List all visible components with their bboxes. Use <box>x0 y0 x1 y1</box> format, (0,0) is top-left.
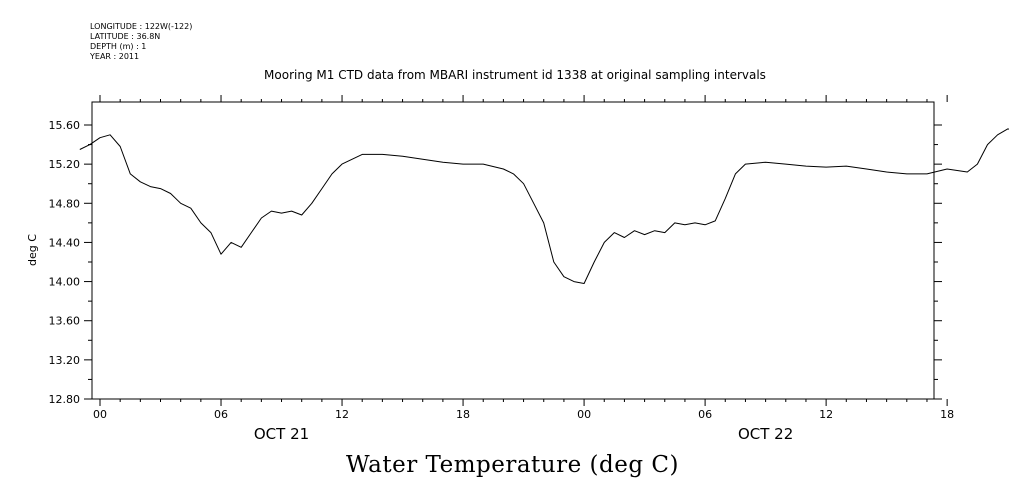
chart-title: Mooring M1 CTD data from MBARI instrumen… <box>264 68 766 82</box>
x-tick-label: 12 <box>335 408 349 421</box>
y-tick-label: 12.80 <box>49 393 81 406</box>
tick-marks <box>84 95 948 406</box>
date-label: OCT 22 <box>738 425 793 443</box>
y-tick-labels: 12.80 13.20 13.60 14.00 14.40 14.80 15.20 15.60 <box>49 119 81 406</box>
y-tick-label: 14.00 <box>49 276 81 289</box>
x-tick-label: 06 <box>214 408 228 421</box>
x-tick-label: 00 <box>93 408 107 421</box>
y-tick-label: 14.40 <box>49 236 81 249</box>
y-tick-label: 15.20 <box>49 158 81 171</box>
metadata-block: LONGITUDE : 122W(-122) LATITUDE : 36.8N … <box>90 22 192 62</box>
longitude-label: LONGITUDE : 122W(-122) <box>90 22 193 31</box>
temperature-series-line <box>79 128 1009 284</box>
x-tick-label: 12 <box>819 408 833 421</box>
x-tick-labels: 0006121800061218000612180006121800061218… <box>93 408 954 421</box>
x-tick-label: 18 <box>456 408 470 421</box>
latitude-label: LATITUDE : 36.8N <box>90 32 161 41</box>
y-tick-label: 13.60 <box>49 315 81 328</box>
x-tick-label: 18 <box>940 408 954 421</box>
year-label: YEAR : 2011 <box>90 52 140 61</box>
y-axis-label: deg C <box>26 234 39 266</box>
footer-title: Water Temperature (deg C) <box>346 452 679 478</box>
x-tick-label: 06 <box>698 408 712 421</box>
plot-frame <box>91 101 935 400</box>
depth-label: DEPTH (m) : 1 <box>90 42 147 51</box>
y-tick-label: 14.80 <box>49 197 81 210</box>
x-tick-label: 00 <box>577 408 591 421</box>
date-label: OCT 21 <box>254 425 309 443</box>
y-tick-label: 15.60 <box>49 119 81 132</box>
y-tick-label: 13.20 <box>49 354 81 367</box>
